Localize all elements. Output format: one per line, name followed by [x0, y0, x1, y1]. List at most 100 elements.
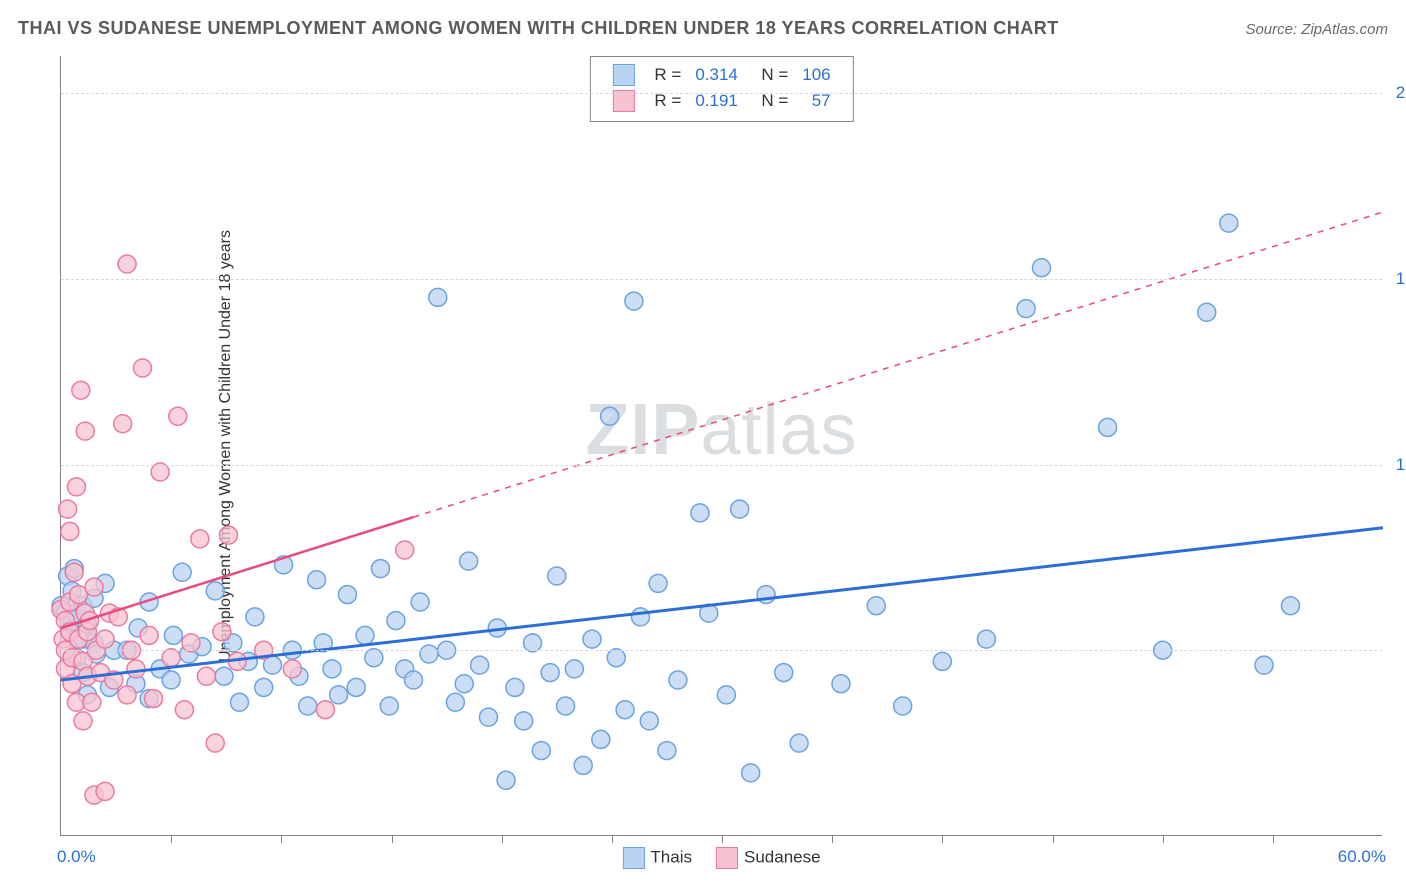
chart-title: THAI VS SUDANESE UNEMPLOYMENT AMONG WOME… — [18, 18, 1059, 39]
x-max-label: 60.0% — [1338, 847, 1386, 867]
scatter-point — [669, 671, 687, 689]
scatter-point — [387, 612, 405, 630]
scatter-point — [96, 630, 114, 648]
scatter-point — [182, 634, 200, 652]
scatter-point — [283, 660, 301, 678]
scatter-point — [140, 626, 158, 644]
scatter-point — [557, 697, 575, 715]
scatter-point — [867, 597, 885, 615]
x-tick — [942, 835, 943, 843]
legend-r-label: R = — [648, 63, 687, 87]
scatter-point — [61, 522, 79, 540]
source-label: Source: ZipAtlas.com — [1245, 21, 1388, 38]
scatter-point — [72, 381, 90, 399]
scatter-point — [59, 500, 77, 518]
scatter-point — [255, 678, 273, 696]
scatter-point — [299, 697, 317, 715]
scatter-point — [365, 649, 383, 667]
scatter-point — [1032, 259, 1050, 277]
scatter-point — [548, 567, 566, 585]
scatter-point — [894, 697, 912, 715]
scatter-point — [83, 693, 101, 711]
scatter-point — [175, 701, 193, 719]
scatter-point — [411, 593, 429, 611]
scatter-point — [790, 734, 808, 752]
scatter-point — [1198, 303, 1216, 321]
scatter-point — [118, 686, 136, 704]
scatter-point — [169, 407, 187, 425]
scatter-point — [118, 255, 136, 273]
x-tick — [1273, 835, 1274, 843]
legend-series: Thais Sudanese — [622, 847, 820, 869]
x-tick — [612, 835, 613, 843]
scatter-point — [338, 586, 356, 604]
scatter-point — [574, 756, 592, 774]
x-tick — [832, 835, 833, 843]
scatter-point — [515, 712, 533, 730]
x-tick — [502, 835, 503, 843]
scatter-point — [1281, 597, 1299, 615]
x-tick — [281, 835, 282, 843]
legend-r-value: 0.314 — [689, 63, 744, 87]
scatter-point — [524, 634, 542, 652]
scatter-point — [96, 782, 114, 800]
x-tick — [1053, 835, 1054, 843]
scatter-point — [67, 478, 85, 496]
x-tick — [392, 835, 393, 843]
legend-swatch — [612, 64, 634, 86]
scatter-point — [532, 742, 550, 760]
scatter-point — [616, 701, 634, 719]
scatter-point — [420, 645, 438, 663]
scatter-point — [145, 690, 163, 708]
legend-label: Sudanese — [744, 847, 821, 866]
legend-item: Thais — [622, 847, 692, 869]
scatter-point — [74, 712, 92, 730]
scatter-point — [625, 292, 643, 310]
scatter-point — [213, 623, 231, 641]
scatter-point — [330, 686, 348, 704]
gridline — [61, 465, 1382, 466]
scatter-point — [640, 712, 658, 730]
scatter-point — [347, 678, 365, 696]
scatter-point — [592, 730, 610, 748]
scatter-point — [191, 530, 209, 548]
scatter-point — [316, 701, 334, 719]
trend-line — [61, 528, 1383, 680]
y-tick-label: 5.0% — [1390, 640, 1406, 660]
title-bar: THAI VS SUDANESE UNEMPLOYMENT AMONG WOME… — [18, 18, 1388, 39]
legend-n-label: N = — [746, 63, 794, 87]
scatter-point — [565, 660, 583, 678]
gridline — [61, 650, 1382, 651]
scatter-point — [162, 649, 180, 667]
scatter-point — [775, 664, 793, 682]
scatter-point — [85, 578, 103, 596]
scatter-point — [832, 675, 850, 693]
scatter-point — [206, 734, 224, 752]
scatter-point — [1017, 300, 1035, 318]
scatter-point — [215, 667, 233, 685]
scatter-point — [1255, 656, 1273, 674]
scatter-point — [206, 582, 224, 600]
scatter-point — [742, 764, 760, 782]
scatter-point — [479, 708, 497, 726]
scatter-point — [933, 652, 951, 670]
scatter-point — [230, 693, 248, 711]
scatter-point — [396, 541, 414, 559]
scatter-point — [731, 500, 749, 518]
scatter-point — [506, 678, 524, 696]
scatter-point — [631, 608, 649, 626]
scatter-point — [977, 630, 995, 648]
y-tick-label: 10.0% — [1390, 455, 1406, 475]
y-tick-label: 15.0% — [1390, 269, 1406, 289]
scatter-point — [134, 359, 152, 377]
scatter-point — [164, 626, 182, 644]
trend-line-dashed — [414, 212, 1383, 517]
scatter-point — [173, 563, 191, 581]
scatter-point — [446, 693, 464, 711]
scatter-point — [601, 407, 619, 425]
legend-n-value: 106 — [796, 63, 836, 87]
legend-item: Sudanese — [716, 847, 821, 869]
scatter-point — [649, 574, 667, 592]
legend-correlation: R =0.314 N =106R =0.191 N =57 — [589, 56, 853, 122]
scatter-point — [246, 608, 264, 626]
